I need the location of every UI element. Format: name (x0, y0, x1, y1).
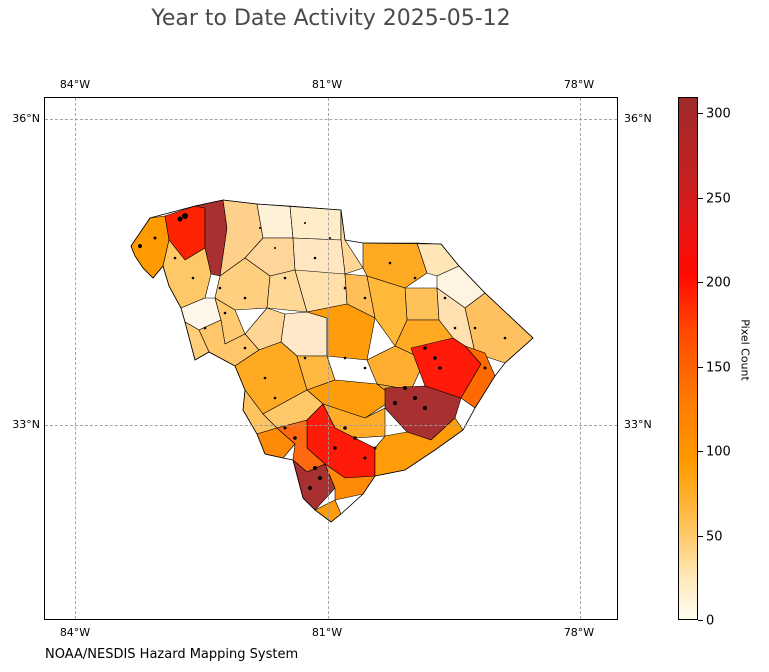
colorbar-title: Pixel Count (738, 319, 752, 381)
state-map (130, 199, 534, 523)
colorbar-tick-250 (698, 198, 703, 199)
lon-label-top-78w: 78°W (563, 78, 595, 91)
lon-label-bottom-84w: 84°W (59, 626, 91, 639)
state-outline (130, 199, 534, 523)
detection-points (138, 213, 507, 490)
fire-detections (138, 213, 507, 490)
colorbar-tick-150 (698, 367, 703, 368)
gridline-36n (45, 119, 617, 120)
colorbar-label-150: 150 (706, 360, 731, 376)
colorbar-label-100: 100 (706, 444, 731, 460)
colorbar-label-250: 250 (706, 191, 731, 207)
footer-credit: NOAA/NESDIS Hazard Mapping System (45, 647, 299, 662)
colorbar-label-50: 50 (706, 529, 723, 545)
gridline-81w (328, 98, 329, 619)
gridline-84w (75, 98, 76, 619)
colorbar-tick-200 (698, 282, 703, 283)
lat-label-left-33n: 33°N (12, 418, 40, 431)
map-frame (44, 97, 618, 620)
lon-label-bottom-81w: 81°W (311, 626, 343, 639)
colorbar (678, 97, 698, 620)
gridline-78w (580, 98, 581, 619)
colorbar-label-200: 200 (706, 275, 731, 291)
lat-label-right-33n: 33°N (624, 418, 652, 431)
colorbar-tick-0 (698, 620, 703, 621)
lon-label-bottom-78w: 78°W (563, 626, 595, 639)
county-sumter (366, 345, 426, 391)
colorbar-tick-50 (698, 536, 703, 537)
lat-label-left-36n: 36°N (12, 112, 40, 125)
colorbar-tick-100 (698, 451, 703, 452)
chart-title: Year to Date Activity 2025-05-12 (151, 6, 511, 31)
colorbar-tick-300 (698, 113, 703, 114)
colorbar-label-300: 300 (706, 106, 731, 122)
lat-label-right-36n: 36°N (624, 112, 652, 125)
lon-label-top-84w: 84°W (59, 78, 91, 91)
lon-label-top-81w: 81°W (311, 78, 343, 91)
colorbar-label-0: 0 (706, 613, 715, 629)
gridline-33n (45, 425, 617, 426)
county-lee (366, 275, 408, 347)
